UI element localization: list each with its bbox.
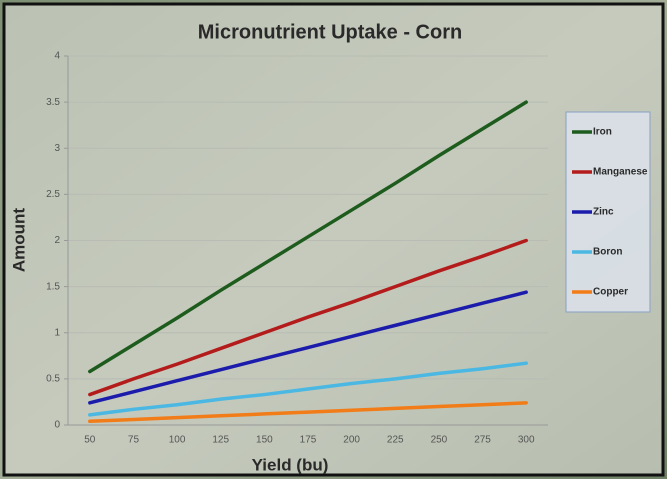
legend-label: Zinc	[593, 207, 614, 218]
x-tick-label: 225	[387, 435, 404, 446]
legend-label: Copper	[593, 287, 628, 298]
x-tick-label: 75	[128, 435, 140, 446]
x-tick-label: 125	[212, 435, 229, 446]
y-tick-label: 2	[54, 235, 60, 246]
x-tick-label: 150	[256, 435, 273, 446]
chart-title: Micronutrient Uptake - Corn	[198, 21, 462, 43]
y-tick-label: 0	[54, 420, 60, 431]
y-tick-label: 0.5	[46, 374, 60, 385]
chart-area	[4, 4, 663, 475]
x-tick-label: 250	[431, 435, 448, 446]
x-tick-label: 175	[300, 435, 317, 446]
legend-label: Iron	[593, 127, 612, 138]
x-tick-label: 200	[343, 435, 360, 446]
y-tick-label: 1	[54, 327, 60, 338]
y-tick-label: 3	[54, 143, 60, 154]
chart: Micronutrient Uptake - Corn Yield (bu) A…	[0, 0, 667, 479]
y-tick-label: 2.5	[46, 189, 60, 200]
x-tick-label: 300	[518, 435, 535, 446]
y-tick-label: 1.5	[46, 281, 60, 292]
x-tick-label: 50	[84, 435, 96, 446]
x-axis-title: Yield (bu)	[252, 455, 329, 474]
y-axis-title: Amount	[9, 208, 28, 273]
x-tick-label: 100	[169, 435, 186, 446]
legend-label: Boron	[593, 247, 622, 258]
y-tick-label: 3.5	[46, 97, 60, 108]
legend-label: Manganese	[593, 167, 648, 178]
x-tick-label: 275	[474, 435, 491, 446]
y-tick-label: 4	[54, 51, 60, 62]
